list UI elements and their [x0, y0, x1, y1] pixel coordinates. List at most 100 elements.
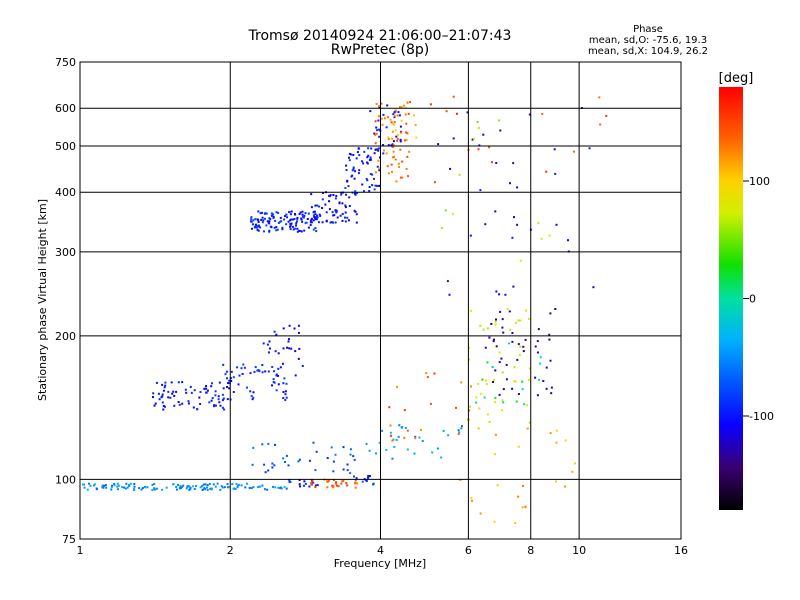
data-point [193, 389, 196, 392]
data-point [273, 226, 276, 229]
data-point [415, 136, 418, 139]
data-point [381, 429, 384, 432]
data-point [310, 221, 313, 224]
data-point [299, 211, 302, 214]
data-point [187, 485, 189, 487]
data-point [151, 483, 154, 486]
data-point [479, 324, 482, 327]
data-point [280, 487, 283, 490]
data-point [376, 129, 379, 132]
data-point [89, 484, 92, 487]
data-point [321, 198, 324, 201]
data-point [211, 397, 214, 400]
data-point [494, 210, 497, 213]
data-point [440, 456, 443, 459]
data-point [442, 429, 445, 432]
data-point [177, 381, 180, 384]
data-point [297, 331, 300, 334]
data-point [86, 488, 89, 491]
data-point [223, 408, 226, 411]
data-point [281, 228, 284, 231]
data-point [446, 280, 449, 283]
data-point [452, 95, 455, 98]
data-point [486, 413, 489, 416]
data-point [406, 155, 409, 158]
data-point [164, 405, 166, 408]
data-point [301, 210, 304, 213]
data-point [491, 366, 494, 368]
data-point [255, 224, 258, 227]
data-point [564, 439, 567, 442]
data-point [301, 365, 304, 367]
data-point [266, 488, 269, 491]
data-point [244, 486, 247, 489]
data-point [294, 227, 297, 230]
data-point [284, 390, 287, 393]
data-point [125, 482, 128, 485]
data-point [549, 359, 552, 362]
data-point [537, 222, 540, 225]
data-point [203, 487, 206, 490]
data-point [291, 225, 294, 228]
data-point [498, 393, 501, 396]
data-point [301, 220, 304, 223]
data-point [213, 405, 215, 408]
data-point [293, 218, 296, 220]
data-point [523, 403, 526, 406]
data-point [138, 487, 140, 490]
data-point [303, 484, 305, 487]
data-point [277, 486, 280, 489]
data-point [157, 392, 160, 395]
data-point [524, 505, 527, 508]
data-point [548, 234, 551, 237]
data-point [346, 484, 349, 487]
data-point [347, 219, 350, 222]
data-point [92, 484, 95, 487]
data-point [282, 327, 285, 330]
data-point [271, 384, 273, 387]
data-point [282, 362, 284, 365]
data-point [290, 218, 293, 221]
data-point [330, 446, 333, 449]
data-point [554, 308, 557, 310]
data-point [93, 483, 96, 486]
data-point [158, 398, 161, 401]
data-point [346, 180, 349, 183]
data-point [326, 486, 329, 489]
data-point [293, 327, 296, 330]
data-point [511, 340, 514, 343]
data-point [121, 486, 124, 489]
data-point [330, 221, 333, 224]
data-point [226, 483, 229, 486]
data-point [455, 112, 458, 115]
data-point [553, 148, 556, 151]
data-point [358, 169, 361, 172]
data-point [353, 459, 356, 461]
data-point [277, 367, 280, 370]
plot-frame [79, 61, 682, 540]
data-point [377, 159, 380, 162]
data-point [391, 143, 394, 146]
data-point [249, 372, 252, 375]
data-point [262, 219, 265, 222]
data-point [373, 152, 376, 155]
data-point [516, 186, 519, 189]
data-point [338, 202, 341, 205]
x-tick-label: 8 [527, 544, 534, 557]
data-point [144, 486, 147, 489]
data-point [350, 175, 353, 178]
data-point [195, 485, 197, 487]
data-point [324, 203, 327, 206]
colorbar-ticks: 100 0 -100 [743, 175, 774, 423]
data-point [261, 484, 264, 487]
data-point [513, 380, 516, 383]
data-point [494, 401, 497, 404]
data-point [170, 381, 173, 384]
data-point [493, 338, 495, 341]
data-point [276, 228, 279, 231]
data-point [205, 385, 207, 388]
data-point [354, 190, 357, 193]
data-point [179, 486, 182, 489]
data-point [328, 195, 331, 198]
data-point [116, 482, 119, 485]
